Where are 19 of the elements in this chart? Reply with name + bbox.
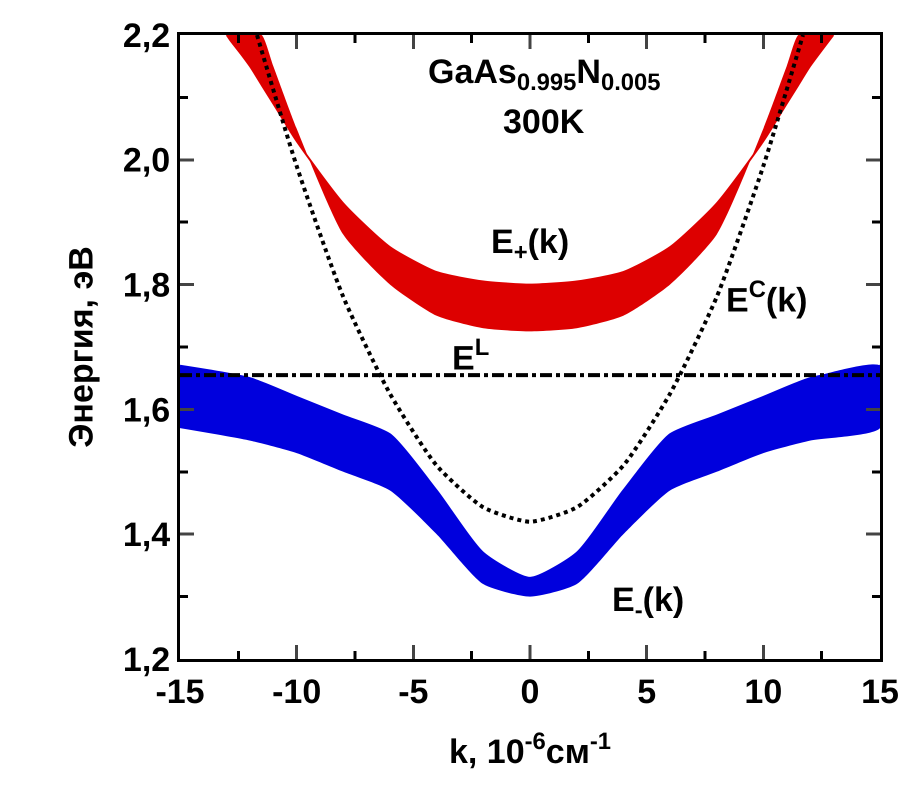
series-label: E$^{L}$ bbox=[452, 334, 490, 378]
x-tick-label: 10 bbox=[744, 672, 782, 711]
y-tick-label: 2,0 bbox=[122, 142, 170, 180]
y-tick-label: 1,4 bbox=[122, 516, 170, 554]
x-tick-label: -10 bbox=[272, 672, 322, 711]
x-tick-label: 0 bbox=[520, 672, 540, 711]
series-label: E$_{-}$(k) bbox=[612, 581, 684, 624]
y-tick-label: 2,2 bbox=[122, 16, 170, 55]
text: 300K bbox=[503, 103, 585, 141]
x-tick-label: 15 bbox=[861, 672, 899, 711]
y-tick-label: 1,6 bbox=[122, 391, 170, 430]
series-label: E$_{+}$(k) bbox=[491, 223, 570, 266]
y-axis-title: Энергия, эВ bbox=[62, 246, 101, 448]
y-tick-label: 1,8 bbox=[122, 266, 170, 304]
x-axis-title: k, 10$^{-6}$см$^{-1}$ bbox=[448, 728, 612, 772]
x-tick-label: 5 bbox=[637, 672, 656, 711]
series-label: E$^{C}$(k) bbox=[726, 276, 808, 320]
x-tick-label: -5 bbox=[398, 672, 428, 711]
text: GaAs$_{0.995}$N$_{0.005}$ bbox=[428, 53, 661, 96]
